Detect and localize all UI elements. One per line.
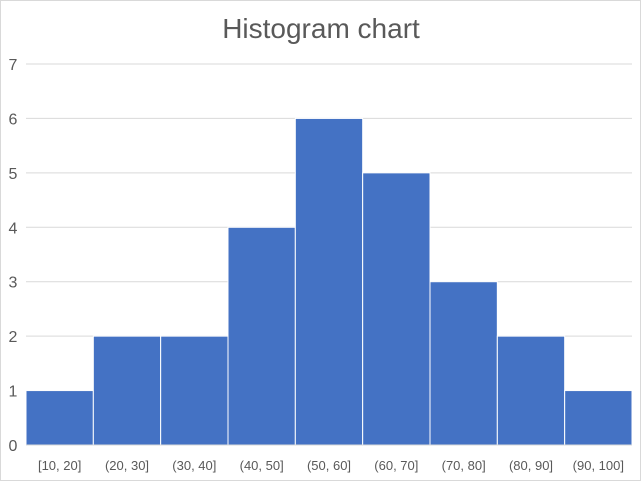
y-tick-label: 2	[9, 329, 18, 346]
histogram-bar	[294, 117, 364, 446]
histogram-bar	[92, 335, 162, 446]
x-tick-label: [10, 20]	[38, 458, 81, 473]
y-axis-tick-labels: 0 1 2 3 4 5 6 7	[9, 57, 18, 455]
y-tick-label: 6	[9, 111, 18, 128]
y-tick-label: 1	[9, 384, 18, 401]
y-tick-label: 4	[9, 220, 18, 237]
x-tick-label: (60, 70]	[374, 458, 418, 473]
histogram-bar	[429, 281, 498, 446]
histogram-bar	[496, 335, 566, 446]
x-tick-label: (80, 90]	[509, 458, 553, 473]
x-tick-label: (20, 30]	[105, 458, 149, 473]
histogram-bar	[160, 335, 229, 446]
x-tick-label: (70, 80]	[442, 458, 486, 473]
y-tick-label: 0	[9, 438, 18, 455]
y-tick-label: 3	[9, 275, 18, 292]
histogram-bar	[25, 390, 94, 446]
histogram-bar	[564, 390, 633, 446]
x-tick-label: (50, 60]	[307, 458, 351, 473]
histogram-bars	[25, 117, 633, 446]
chart-title: Histogram chart	[222, 13, 420, 44]
x-tick-label: (30, 40]	[172, 458, 216, 473]
histogram-bar	[362, 172, 431, 446]
y-tick-label: 7	[9, 57, 18, 74]
histogram-bar	[227, 226, 296, 446]
x-axis-tick-labels: [10, 20] (20, 30] (30, 40] (40, 50] (50, 60]…	[38, 458, 624, 473]
x-tick-label: (40, 50]	[240, 458, 284, 473]
x-tick-label: (90, 100]	[573, 458, 624, 473]
y-tick-label: 5	[9, 166, 18, 183]
